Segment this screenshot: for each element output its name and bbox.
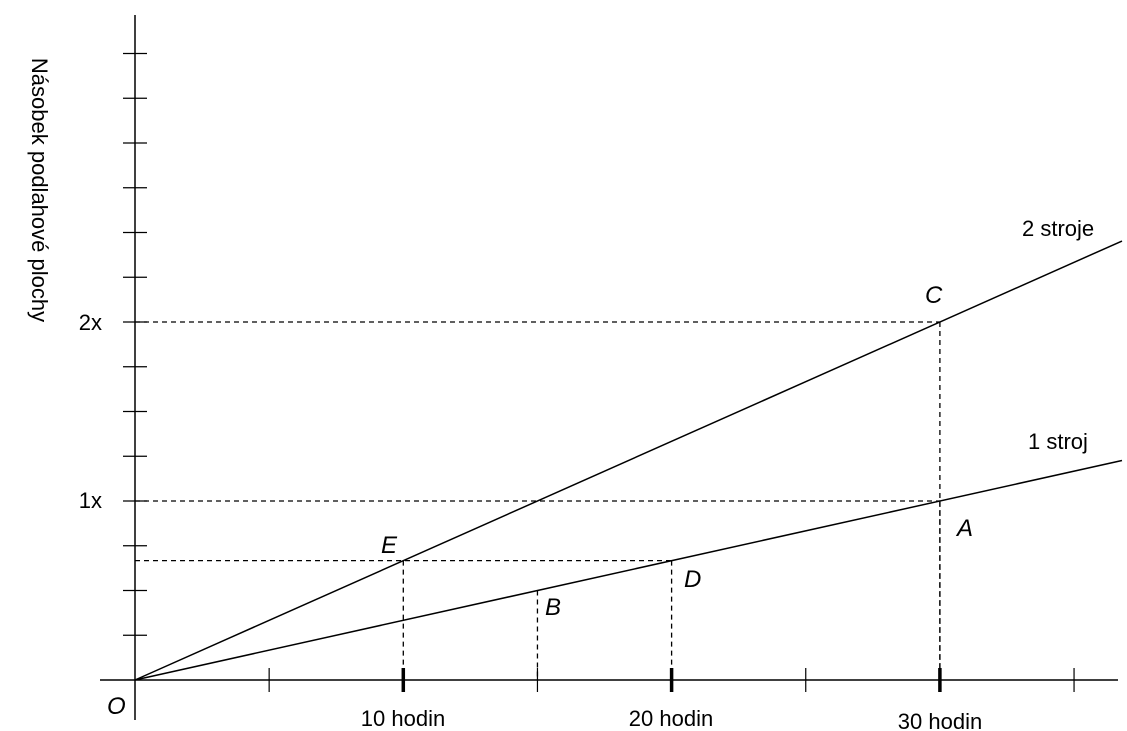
point-label-c: C xyxy=(925,282,943,309)
point-label-b: B xyxy=(545,594,561,621)
series-label-1-stroj: 1 stroj xyxy=(1028,429,1088,454)
point-label-e: E xyxy=(381,532,398,559)
series-line-2 xyxy=(134,240,1123,681)
series-label-2-stroje: 2 stroje xyxy=(1022,216,1094,241)
point-label-a: A xyxy=(955,515,973,542)
x-tick-label-20: 20 hodin xyxy=(629,706,713,731)
dashed-guide-lines xyxy=(135,321,941,680)
y-tick-label-2x: 2x xyxy=(79,310,102,335)
series-line-1 xyxy=(134,459,1123,681)
origin-label: O xyxy=(107,693,126,720)
x-tick-label-30: 30 hodin xyxy=(898,709,982,731)
point-label-d: D xyxy=(684,566,701,593)
series-lines xyxy=(134,240,1123,681)
y-tick-label-1x: 1x xyxy=(79,488,102,513)
x-tick-label-10: 10 hodin xyxy=(361,706,445,731)
y-axis-title: Násobek podlahové plochy xyxy=(27,58,52,322)
